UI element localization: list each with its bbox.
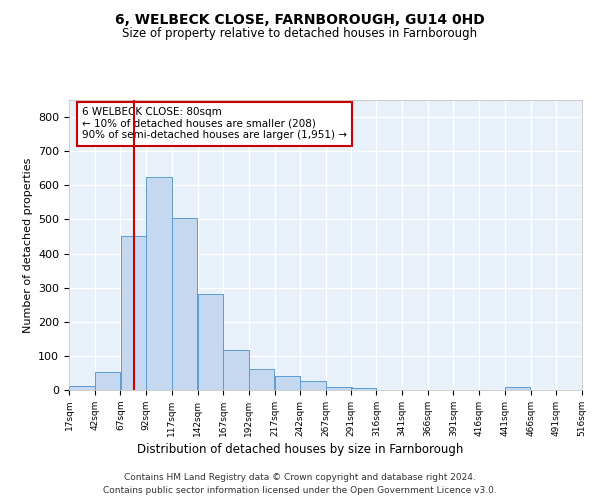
Bar <box>121 236 146 390</box>
Text: Contains HM Land Registry data © Crown copyright and database right 2024.: Contains HM Land Registry data © Crown c… <box>124 472 476 482</box>
Bar <box>69 386 95 390</box>
Bar <box>172 218 197 390</box>
Text: 6 WELBECK CLOSE: 80sqm
← 10% of detached houses are smaller (208)
90% of semi-de: 6 WELBECK CLOSE: 80sqm ← 10% of detached… <box>82 108 347 140</box>
Text: 6, WELBECK CLOSE, FARNBOROUGH, GU14 0HD: 6, WELBECK CLOSE, FARNBOROUGH, GU14 0HD <box>115 12 485 26</box>
Bar <box>249 369 274 390</box>
Text: Distribution of detached houses by size in Farnborough: Distribution of detached houses by size … <box>137 442 463 456</box>
Bar <box>95 372 120 390</box>
Text: Contains public sector information licensed under the Open Government Licence v3: Contains public sector information licen… <box>103 486 497 495</box>
Bar <box>301 382 326 390</box>
Y-axis label: Number of detached properties: Number of detached properties <box>23 158 32 332</box>
Text: Size of property relative to detached houses in Farnborough: Size of property relative to detached ho… <box>122 28 478 40</box>
Bar <box>326 386 352 390</box>
Bar <box>223 350 249 390</box>
Bar <box>505 388 530 390</box>
Bar <box>146 177 172 390</box>
Bar <box>197 294 223 390</box>
Bar <box>275 376 300 390</box>
Bar <box>351 388 376 390</box>
